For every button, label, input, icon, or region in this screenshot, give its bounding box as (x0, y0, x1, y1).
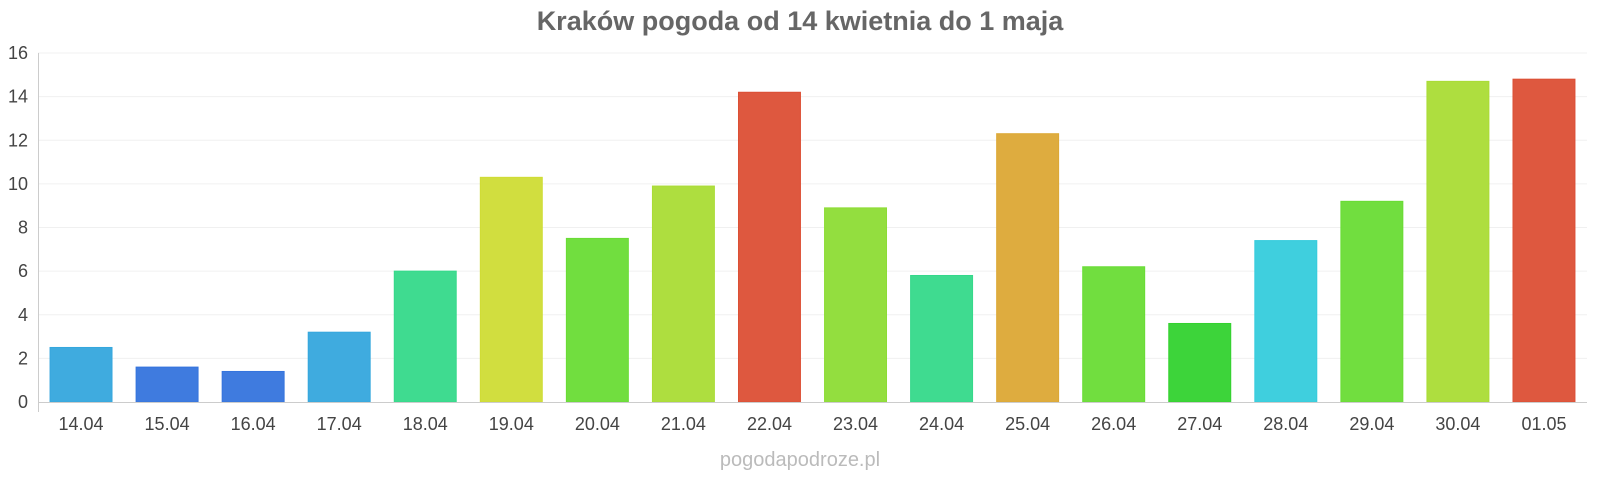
x-tick-label: 22.04 (747, 414, 792, 434)
x-tick-label: 01.05 (1521, 414, 1566, 434)
y-tick-label: 12 (8, 130, 28, 150)
x-tick-label: 23.04 (833, 414, 878, 434)
x-tick-labels: 14.04 15.04 16.04 17.04 18.04 19.04 20.04 21.04… (59, 414, 1567, 434)
y-tick-label: 10 (8, 174, 28, 194)
y-tick-label: 4 (18, 305, 28, 325)
y-tick-label: 0 (18, 392, 28, 412)
bar-19.04 (479, 176, 543, 403)
y-tick-label: 14 (8, 87, 28, 107)
bar-25.04 (996, 133, 1060, 403)
bar-01.05 (1512, 78, 1576, 403)
chart-title: Kraków pogoda od 14 kwietnia do 1 maja (536, 6, 1064, 36)
y-tick-label: 6 (18, 261, 28, 281)
x-tick-label: 29.04 (1349, 414, 1394, 434)
bar-15.04 (135, 366, 199, 403)
y-tick-label: 8 (18, 218, 28, 238)
bar-24.04 (910, 274, 974, 403)
x-tick-label: 26.04 (1091, 414, 1136, 434)
x-tick-label: 14.04 (59, 414, 104, 434)
bars (49, 78, 1576, 403)
bar-22.04 (737, 91, 801, 403)
x-tick-label: 24.04 (919, 414, 964, 434)
bar-21.04 (651, 185, 715, 403)
y-tick-labels: 0 2 4 6 8 10 12 14 16 (8, 43, 28, 412)
bar-18.04 (393, 270, 457, 403)
bar-29.04 (1340, 200, 1404, 403)
bar-26.04 (1082, 266, 1146, 403)
y-tick-label: 16 (8, 43, 28, 63)
y-tick-label: 2 (18, 348, 28, 368)
x-tick-label: 30.04 (1435, 414, 1480, 434)
bar-27.04 (1168, 322, 1232, 403)
bar-14.04 (49, 346, 113, 403)
bar-16.04 (221, 370, 285, 403)
x-tick-label: 20.04 (575, 414, 620, 434)
watermark: pogodapodroze.pl (719, 449, 881, 471)
x-tick-label: 18.04 (403, 414, 448, 434)
x-tick-label: 17.04 (317, 414, 362, 434)
x-tick-label: 15.04 (145, 414, 190, 434)
axes (38, 53, 1587, 412)
bar-17.04 (307, 331, 371, 403)
bar-28.04 (1254, 240, 1318, 403)
x-tick-label: 21.04 (661, 414, 706, 434)
x-tick-label: 16.04 (231, 414, 276, 434)
x-tick-label: 27.04 (1177, 414, 1222, 434)
x-tick-label: 28.04 (1263, 414, 1308, 434)
bar-23.04 (824, 207, 888, 403)
bar-30.04 (1426, 80, 1490, 403)
bar-20.04 (565, 237, 629, 403)
grid-lines (38, 52, 1587, 359)
x-tick-label: 25.04 (1005, 414, 1050, 434)
x-tick-label: 19.04 (489, 414, 534, 434)
